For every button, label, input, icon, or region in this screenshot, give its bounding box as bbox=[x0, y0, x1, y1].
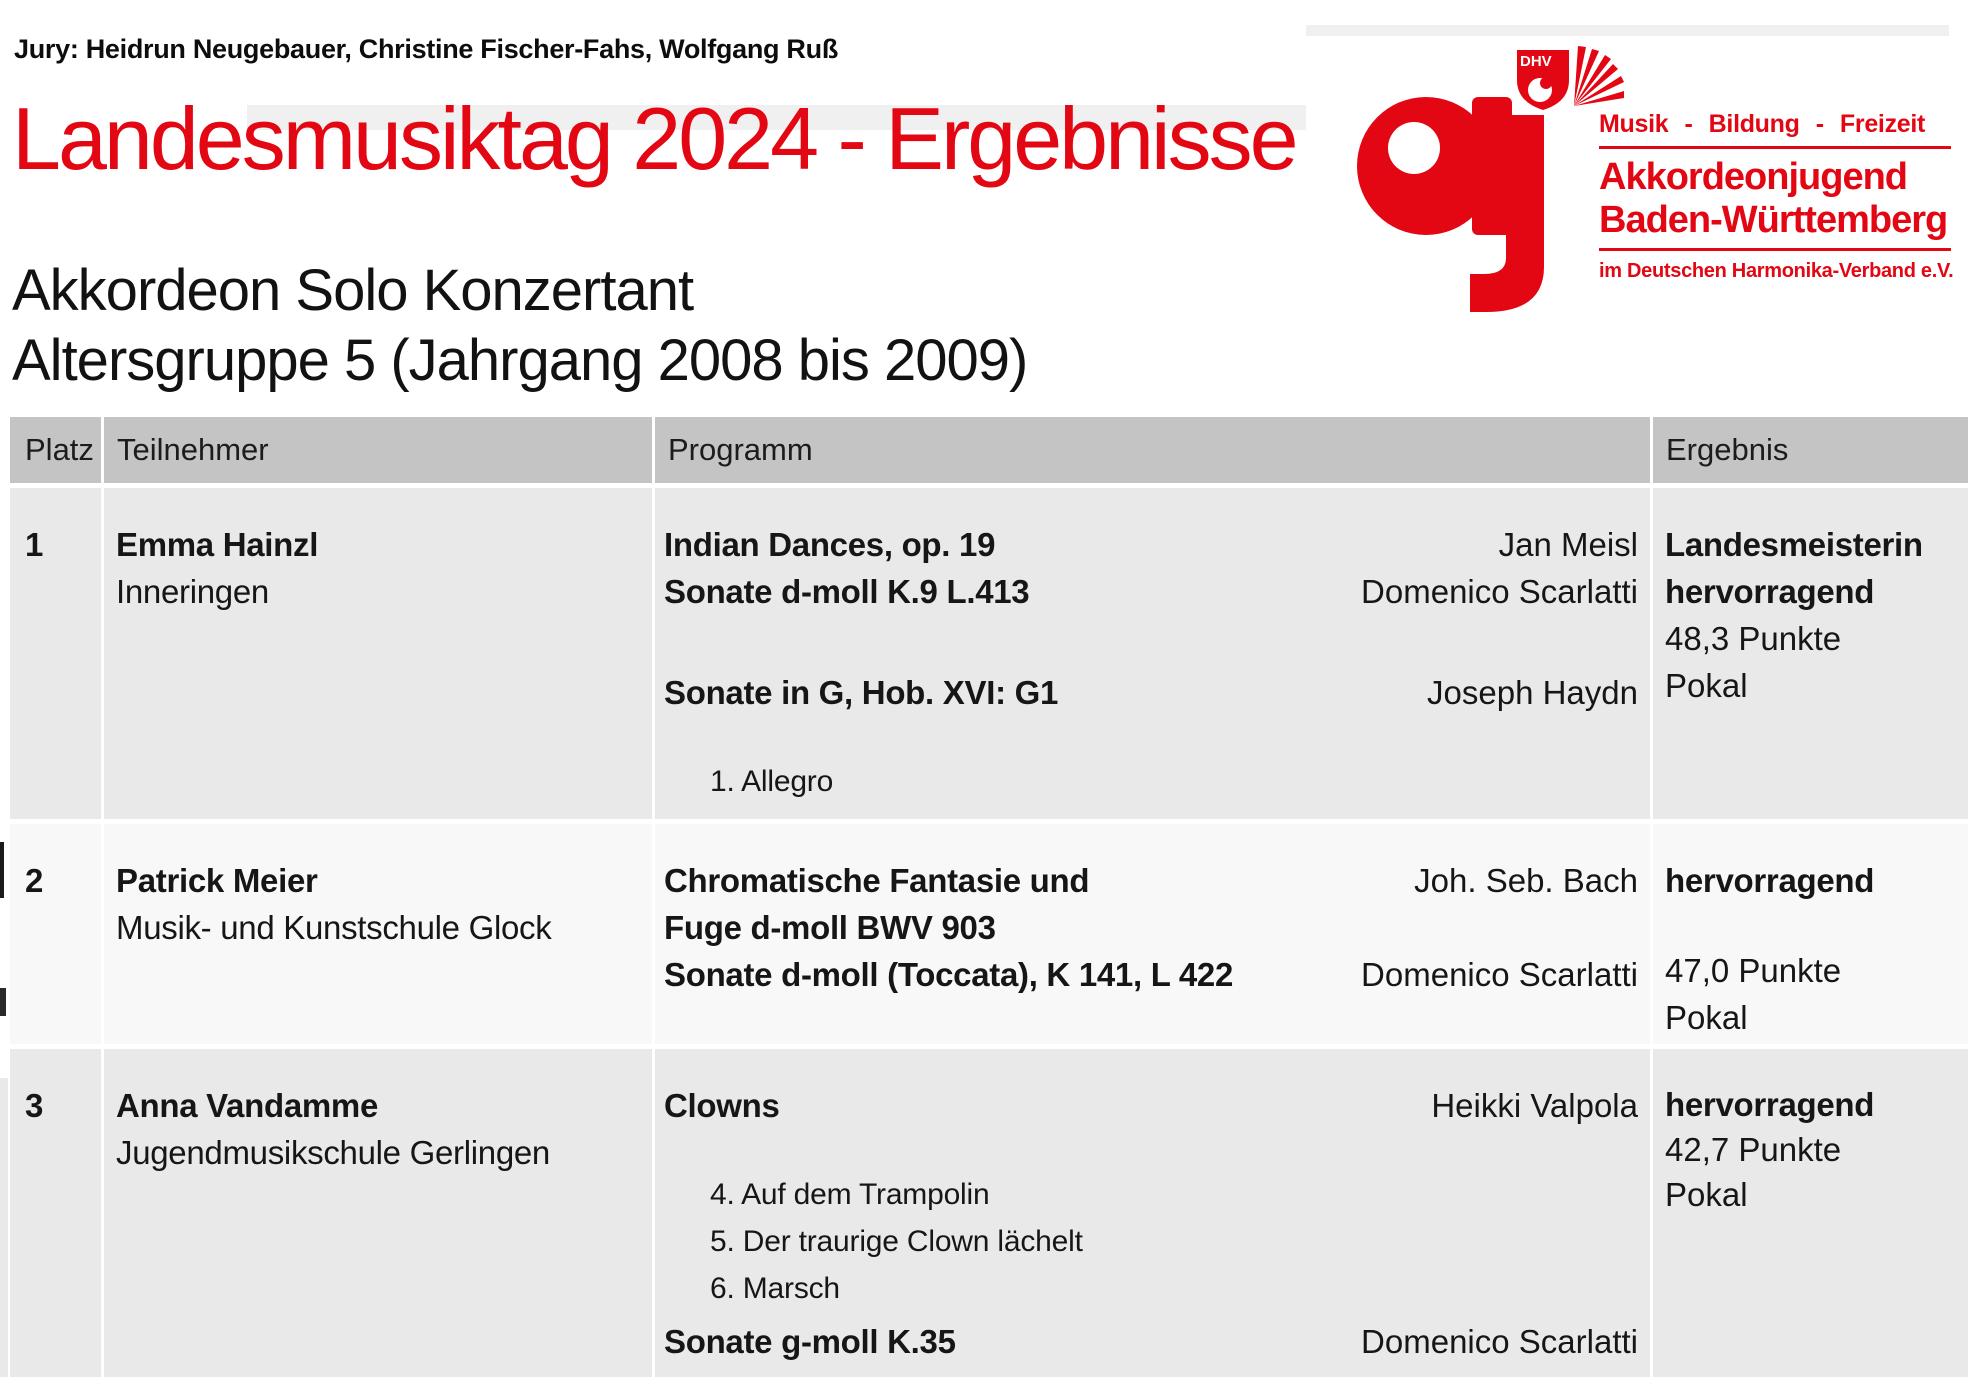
participant-cell: Anna Vandamme Jugendmusikschule Gerlinge… bbox=[104, 1049, 652, 1377]
piece-title-line2: Fuge d-moll BWV 903 bbox=[664, 909, 996, 946]
logo-org-name-1: Akkordeonjugend bbox=[1599, 156, 1908, 198]
table-header-row: Platz Teilnehmer Programm Ergebnis bbox=[10, 417, 1968, 483]
result-points: 48,3 Punkte bbox=[1665, 620, 1842, 657]
aj-monogram-icon: DHV bbox=[1357, 46, 1624, 312]
table-row: 3 Anna Vandamme Jugendmusikschule Gerlin… bbox=[10, 1049, 1968, 1377]
logo-suborg: im Deutschen Harmonika-Verband e.V. bbox=[1599, 260, 1954, 282]
programm-cell: Clowns Heikki Valpola 4. Auf dem Trampol… bbox=[655, 1049, 1650, 1377]
piece-composer: Domenico Scarlatti bbox=[1361, 573, 1638, 610]
logo-tagline: Musik - Bildung - Freizeit bbox=[1599, 110, 1926, 138]
result-award: Pokal bbox=[1665, 667, 1748, 704]
spacer bbox=[664, 716, 1638, 758]
col-header-ergebnis: Ergebnis bbox=[1653, 417, 1968, 483]
jury-line: Jury: Heidrun Neugebauer, Christine Fisc… bbox=[14, 34, 839, 64]
result-rating: hervorragend bbox=[1665, 1086, 1875, 1123]
table-row: 1 Emma Hainzl Inneringen Indian Dances, … bbox=[10, 488, 1968, 819]
piece-composer: Jan Meisl bbox=[1498, 526, 1638, 563]
piece-title: Sonate in G, Hob. XVI: G1 bbox=[664, 674, 1059, 711]
participant-school: Musik- und Kunstschule Glock bbox=[116, 909, 552, 946]
programm-cell: Indian Dances, op. 19 Jan Meisl Sonate d… bbox=[655, 488, 1650, 819]
spacer bbox=[664, 615, 1638, 669]
association-logo: DHV Musik - Bildung - Freizeit Akkordeon… bbox=[1306, 14, 1983, 314]
section-heading-category: Akkordeon Solo Konzertant bbox=[12, 258, 694, 323]
result-rating: hervorragend bbox=[1665, 862, 1875, 899]
piece-composer: Domenico Scarlatti bbox=[1361, 956, 1638, 993]
programme-piece: Sonate in G, Hob. XVI: G1 Joseph Haydn bbox=[664, 669, 1638, 716]
platz-cell: 2 bbox=[10, 824, 101, 1044]
screen-edge-artifact bbox=[0, 988, 6, 1016]
results-table: Platz Teilnehmer Programm Ergebnis 1 Emm… bbox=[10, 417, 1968, 1377]
ergebnis-cell: Landesmeisterin hervorragend 48,3 Punkte… bbox=[1653, 488, 1968, 819]
scroll-band-artifact-2 bbox=[1306, 25, 1949, 36]
section-heading-agegroup: Altersgruppe 5 (Jahrgang 2008 bis 2009) bbox=[12, 328, 1028, 393]
result-award: Pokal bbox=[1665, 999, 1748, 1036]
participant-school: Jugendmusikschule Gerlingen bbox=[116, 1134, 550, 1171]
ergebnis-cell: hervorragend 42,7 Punkte Pokal bbox=[1653, 1049, 1968, 1377]
movement-item: 5. Der traurige Clown lächelt bbox=[710, 1225, 1083, 1258]
platz-cell: 3 bbox=[10, 1049, 101, 1377]
dhv-shield-icon: DHV bbox=[1517, 46, 1624, 110]
participant-school: Inneringen bbox=[116, 573, 269, 610]
result-award: Pokal bbox=[1665, 1176, 1748, 1213]
piece-title: Clowns bbox=[664, 1087, 780, 1124]
spacer bbox=[1665, 904, 1956, 947]
spacer bbox=[664, 1129, 1638, 1171]
piece-composer: Domenico Scarlatti bbox=[1361, 1323, 1638, 1360]
screen-edge-artifact bbox=[0, 1078, 8, 1377]
col-header-teilnehmer: Teilnehmer bbox=[104, 417, 652, 483]
ergebnis-cell: hervorragend 47,0 Punkte Pokal bbox=[1653, 824, 1968, 1044]
result-points: 42,7 Punkte bbox=[1665, 1131, 1842, 1168]
table-row: 2 Patrick Meier Musik- und Kunstschule G… bbox=[10, 824, 1968, 1044]
movement-item: 4. Auf dem Trampolin bbox=[710, 1178, 990, 1211]
movement-item: 1. Allegro bbox=[710, 765, 834, 798]
participant-cell: Emma Hainzl Inneringen bbox=[104, 488, 652, 819]
result-rating: hervorragend bbox=[1665, 573, 1875, 610]
result-title: Landesmeisterin bbox=[1665, 526, 1923, 563]
piece-title: Sonate g-moll K.35 bbox=[664, 1323, 956, 1360]
programme-piece: Chromatische Fantasie und Fuge d-moll BW… bbox=[664, 857, 1638, 951]
programme-piece: Indian Dances, op. 19 Jan Meisl bbox=[664, 521, 1638, 568]
piece-title: Sonate d-moll K.9 L.413 bbox=[664, 573, 1030, 610]
piece-title: Indian Dances, op. 19 bbox=[664, 526, 996, 563]
page-title: Landesmusiktag 2024 - Ergebnisse bbox=[12, 89, 1299, 188]
logo-divider-2 bbox=[1599, 248, 1951, 251]
participant-cell: Patrick Meier Musik- und Kunstschule Glo… bbox=[104, 824, 652, 1044]
programme-piece: Sonate d-moll K.9 L.413 Domenico Scarlat… bbox=[664, 568, 1638, 615]
logo-org-name-2: Baden-Württemberg bbox=[1599, 199, 1948, 241]
programme-piece: Sonate g-moll K.35 Domenico Scarlatti bbox=[664, 1318, 1638, 1365]
participant-name: Anna Vandamme bbox=[116, 1087, 379, 1124]
piece-composer: Joseph Haydn bbox=[1427, 674, 1638, 711]
result-points: 47,0 Punkte bbox=[1665, 952, 1842, 989]
movement-item: 6. Marsch bbox=[710, 1272, 840, 1305]
piece-title: Chromatische Fantasie und bbox=[664, 862, 1090, 899]
piece-title: Sonate d-moll (Toccata), K 141, L 422 bbox=[664, 956, 1234, 993]
programme-piece: Clowns Heikki Valpola bbox=[664, 1082, 1638, 1129]
col-header-platz: Platz bbox=[10, 417, 101, 483]
svg-text:DHV: DHV bbox=[1520, 53, 1552, 70]
logo-divider bbox=[1599, 146, 1951, 149]
screen-edge-artifact bbox=[0, 842, 4, 898]
piece-composer: Heikki Valpola bbox=[1431, 1087, 1638, 1124]
participant-name: Patrick Meier bbox=[116, 862, 318, 899]
col-header-programm: Programm bbox=[655, 417, 1650, 483]
participant-name: Emma Hainzl bbox=[116, 526, 319, 563]
platz-cell: 1 bbox=[10, 488, 101, 819]
programme-piece: Sonate d-moll (Toccata), K 141, L 422 Do… bbox=[664, 951, 1638, 998]
piece-composer: Joh. Seb. Bach bbox=[1414, 862, 1638, 899]
scroll-band-artifact bbox=[247, 105, 1309, 130]
programm-cell: Chromatische Fantasie und Fuge d-moll BW… bbox=[655, 824, 1650, 1044]
